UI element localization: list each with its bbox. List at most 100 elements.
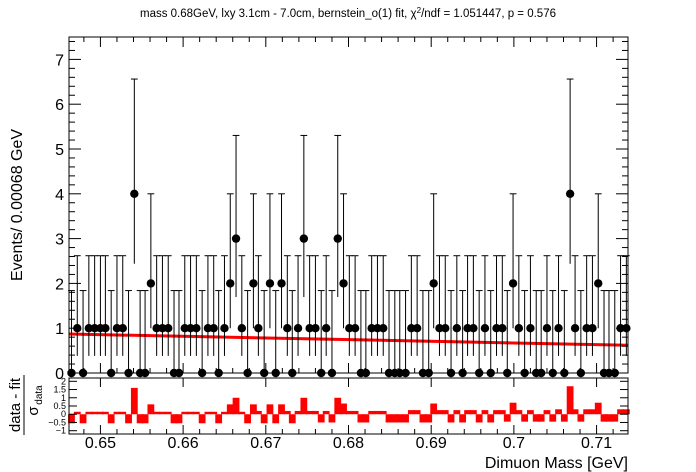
pull-bar [107, 414, 115, 424]
data-point [164, 324, 173, 333]
pull-bar [345, 410, 353, 415]
y-axis-label: Events/ 0.00068 GeV [9, 129, 26, 281]
data-point [130, 189, 139, 198]
pull-bar [119, 411, 127, 415]
pull-bar [187, 411, 194, 415]
data-point [542, 324, 552, 333]
pull-y-label-denominator: σ [25, 406, 42, 416]
x-tick-label: 0.68 [333, 435, 364, 452]
data-point [407, 324, 416, 333]
data-point [186, 324, 195, 333]
x-tick-label: 0.65 [85, 435, 116, 452]
y-tick-label: 6 [55, 97, 64, 114]
data-point [412, 324, 422, 333]
pull-bar [328, 414, 336, 423]
pull-bar [317, 414, 325, 423]
pull-bar [481, 410, 489, 415]
pull-bar [170, 414, 178, 424]
pull-bar [617, 409, 624, 415]
data-point [582, 324, 591, 333]
pull-panel: 0.65 0.66 0.67 0.68 0.69 0.7 0.71 −1−0.500.511.… [48, 376, 630, 452]
pull-bar [396, 414, 404, 423]
pull-bar [509, 402, 517, 415]
data-point [339, 279, 348, 288]
pull-bar [441, 410, 449, 415]
pull-bar [577, 414, 585, 422]
pull-bar [221, 411, 228, 415]
x-tick-label: 0.69 [416, 435, 447, 452]
pull-bar [413, 410, 421, 415]
pull-bar [244, 414, 252, 424]
pull-bar [594, 402, 602, 415]
data-point [345, 324, 354, 333]
data-point [350, 324, 360, 333]
pull-bar [436, 410, 443, 415]
pull-bar [300, 397, 308, 415]
y-tick-label: 0 [55, 366, 64, 383]
pull-bar [97, 411, 104, 415]
y-tick-label: 1 [55, 321, 64, 338]
data-point [180, 324, 189, 333]
pull-bar [459, 414, 467, 423]
x-tick-label: 0.66 [168, 435, 199, 452]
pull-bar [419, 414, 427, 423]
main-panel: 0 1 2 3 4 5 6 7 [55, 36, 631, 383]
pull-bar [181, 411, 189, 415]
pull-bar [101, 411, 109, 415]
pull-bar [566, 386, 574, 415]
pull-bar [204, 411, 212, 415]
data-point [554, 324, 563, 333]
x-tick-label: 0.71 [581, 435, 612, 452]
pull-bar [153, 411, 161, 415]
data-point [101, 324, 110, 333]
pull-bar [113, 411, 121, 415]
pull-bar [351, 410, 359, 415]
pull-bar [73, 411, 81, 415]
data-point [277, 279, 286, 288]
pull-bar [357, 414, 365, 423]
y-tick-label: 4 [55, 187, 64, 204]
data-point [594, 279, 603, 288]
pull-bar [306, 410, 314, 415]
pull-bar [611, 414, 619, 422]
pull-y-tick-label: −1 [56, 426, 66, 436]
pull-bar [469, 410, 477, 415]
data-point [283, 324, 292, 333]
pull-y-tick-label: 0 [61, 409, 66, 419]
pull-bar [527, 410, 534, 415]
pull-bar [340, 403, 347, 415]
y-tick-label: 7 [55, 52, 64, 69]
data-point [469, 324, 478, 333]
pull-bar [447, 414, 455, 423]
data-point [231, 234, 241, 243]
pull-bar [322, 410, 330, 415]
pull-bar [487, 414, 495, 423]
pull-bar [425, 414, 433, 423]
pull-bar [136, 414, 144, 424]
pull-bar [141, 414, 149, 424]
data-point [220, 324, 229, 333]
y-tick-label: 2 [55, 276, 64, 293]
data-point [498, 324, 507, 333]
pull-bar [198, 414, 206, 424]
data-point [158, 324, 167, 333]
pull-bar [362, 414, 370, 423]
pull-y-tick-label: 2 [61, 376, 66, 386]
pull-bar [125, 414, 132, 424]
data-point [379, 324, 388, 333]
pull-y-tick-label: 1.5 [53, 385, 66, 395]
pull-bar [600, 414, 608, 422]
pull-bar [430, 403, 438, 415]
pull-y-tick-label: −0.5 [48, 417, 66, 427]
y-tick-label: 3 [55, 232, 64, 249]
data-point [293, 324, 303, 333]
pull-bar [85, 411, 93, 415]
pull-bar [260, 414, 268, 424]
data-point [452, 324, 462, 333]
pull-bar [493, 410, 500, 415]
y-tick-label: 5 [55, 142, 64, 159]
data-point [480, 324, 490, 333]
pull-bar [555, 409, 562, 415]
pull-bar [226, 404, 234, 415]
